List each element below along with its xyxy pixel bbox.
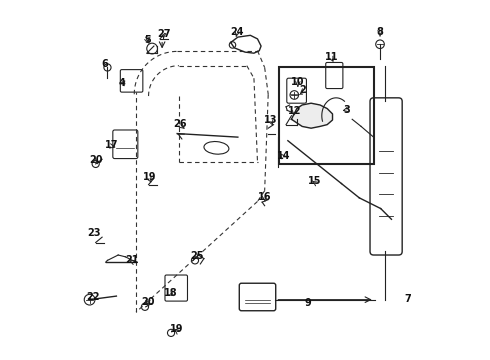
Text: 27: 27 [157, 29, 171, 39]
Text: 6: 6 [101, 59, 108, 69]
Text: 7: 7 [404, 294, 411, 303]
Text: 9: 9 [305, 298, 312, 308]
Text: 24: 24 [230, 27, 244, 37]
Text: 19: 19 [143, 172, 156, 182]
Text: 19: 19 [170, 324, 183, 334]
Text: 5: 5 [145, 35, 151, 45]
Text: 15: 15 [308, 176, 321, 186]
Text: 18: 18 [164, 288, 178, 297]
Polygon shape [292, 103, 333, 128]
Text: 12: 12 [288, 106, 301, 116]
Text: 20: 20 [89, 156, 102, 165]
Text: 22: 22 [86, 292, 100, 302]
Text: 8: 8 [377, 27, 384, 37]
Text: 17: 17 [105, 140, 119, 150]
Text: 11: 11 [325, 52, 338, 62]
Text: 10: 10 [291, 77, 305, 87]
Bar [279, 67, 373, 164]
Text: 26: 26 [173, 118, 187, 129]
Text: 21: 21 [126, 255, 139, 265]
Text: 2: 2 [299, 85, 306, 95]
Text: 13: 13 [264, 115, 278, 125]
Text: 14: 14 [276, 151, 290, 161]
Text: 4: 4 [119, 78, 126, 88]
Text: 16: 16 [258, 192, 271, 202]
Text: 23: 23 [88, 228, 101, 238]
Text: 25: 25 [190, 251, 203, 261]
Text: 20: 20 [141, 297, 154, 307]
Text: 3: 3 [344, 105, 350, 115]
